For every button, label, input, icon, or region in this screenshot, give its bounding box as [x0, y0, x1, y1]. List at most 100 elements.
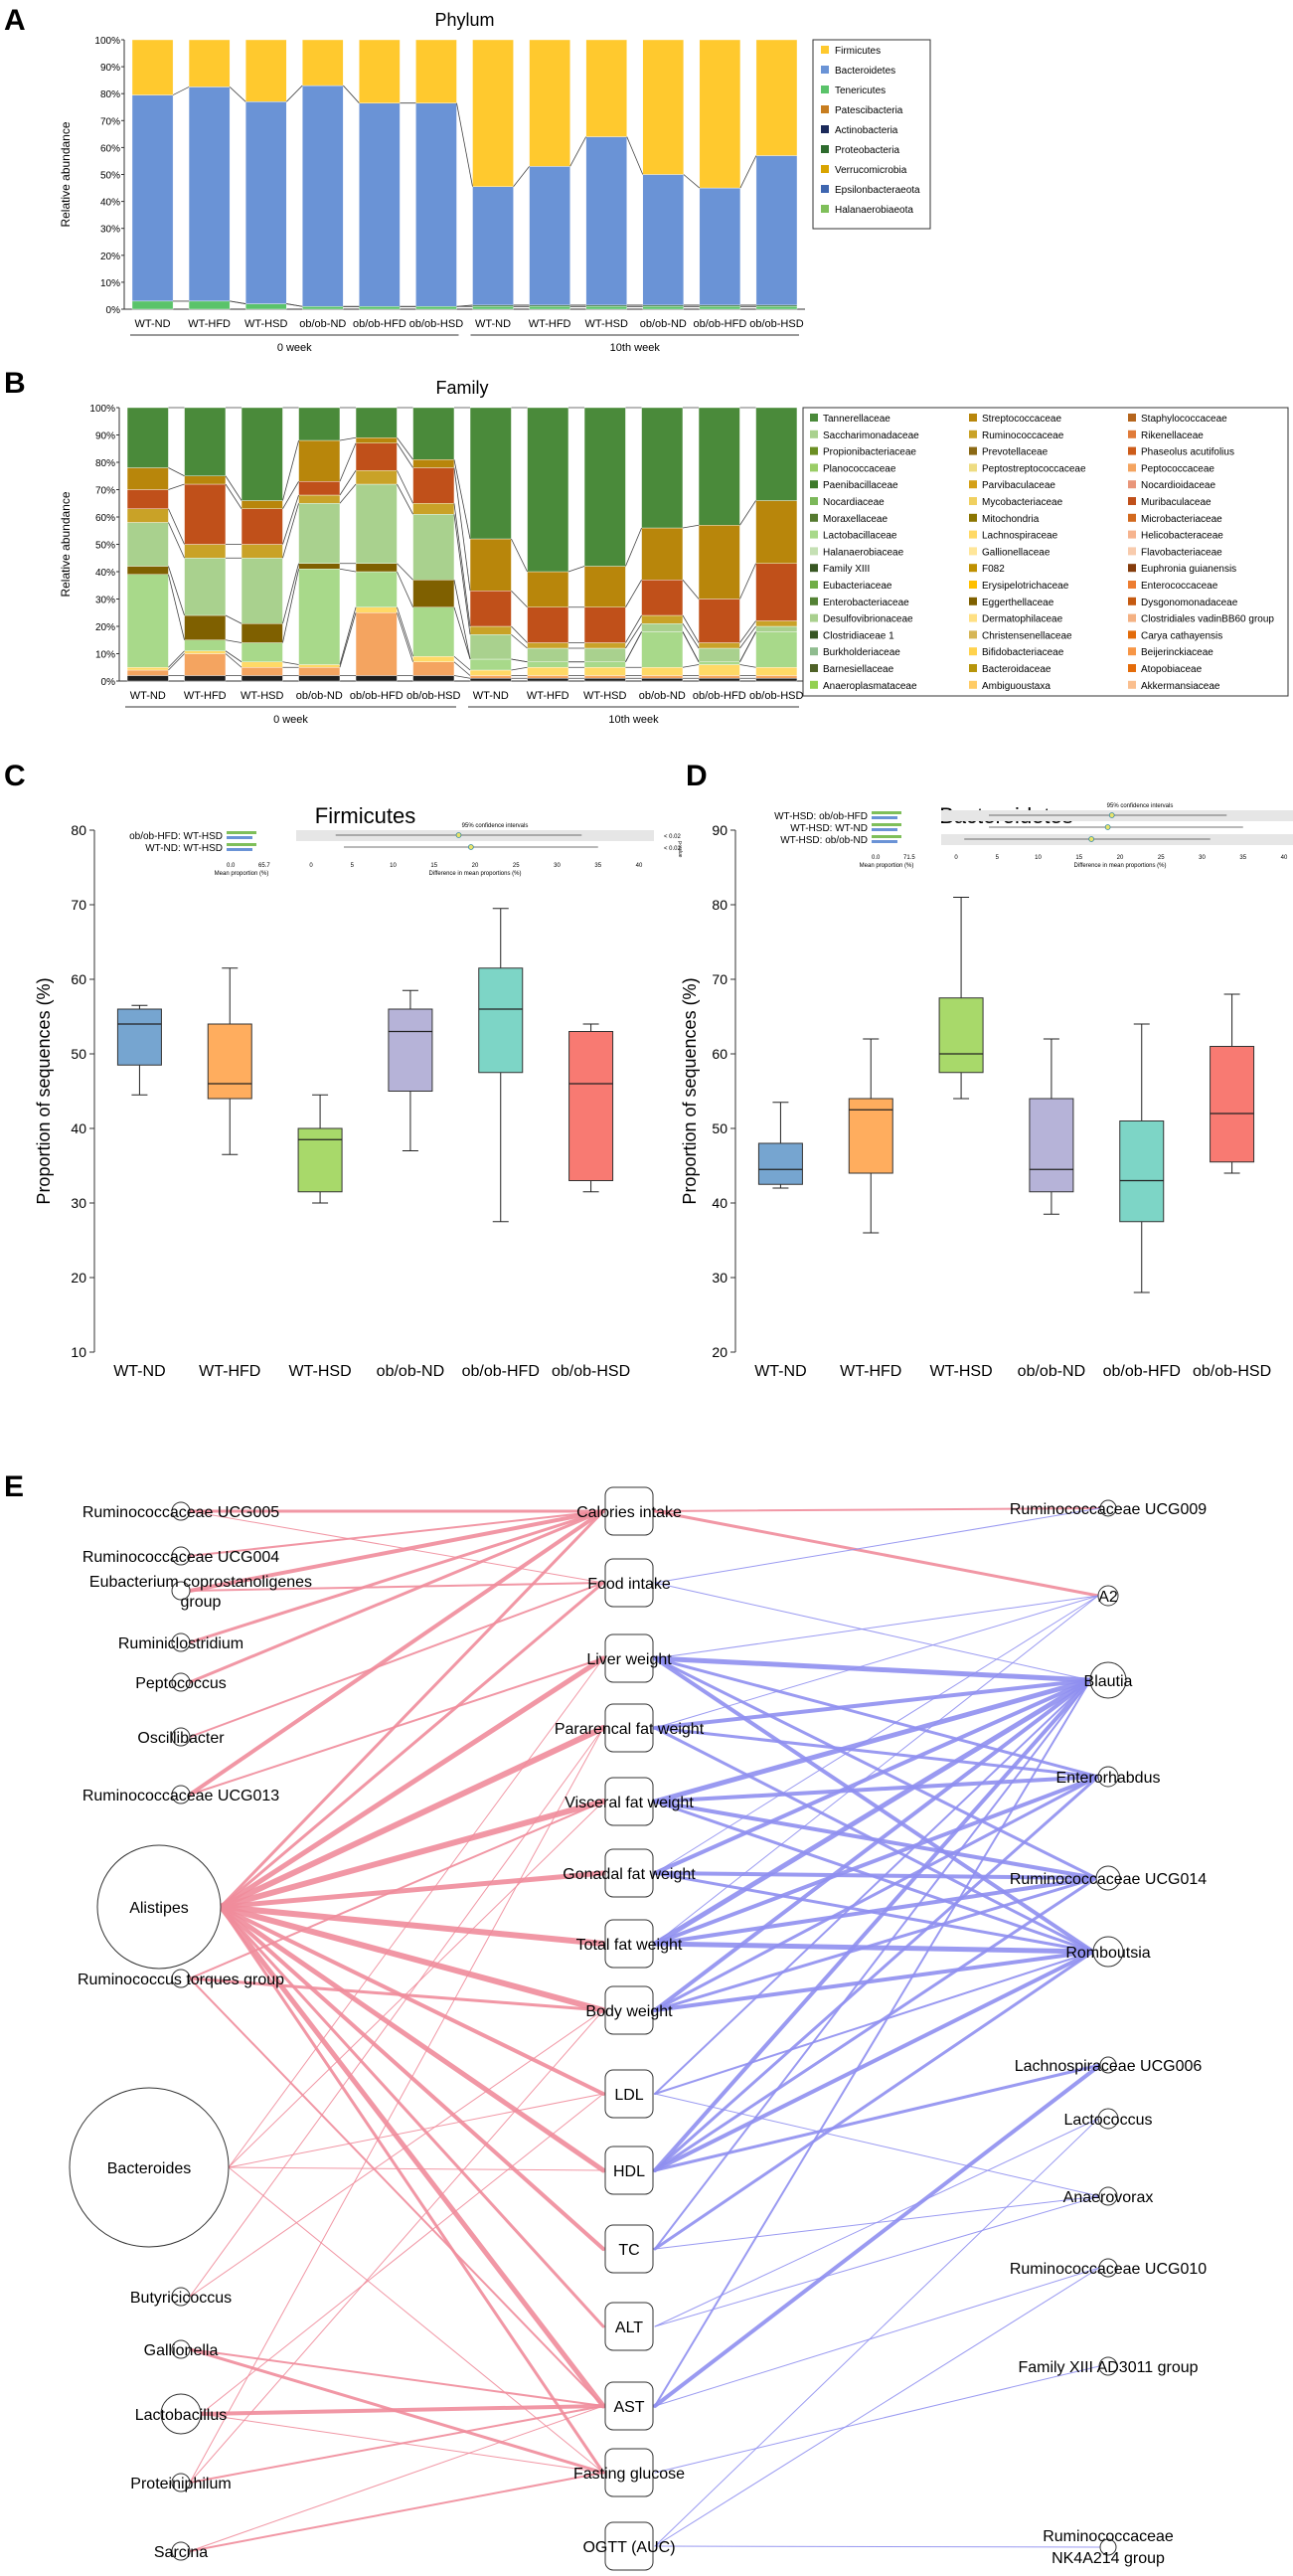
bar-segment — [126, 574, 169, 668]
inset-bar — [227, 831, 256, 834]
inset-row-label: WT-HSD: WT-ND — [790, 823, 868, 834]
node-label: A2 — [1098, 1589, 1118, 1606]
stack-connector — [282, 481, 299, 509]
edge-negative — [652, 1677, 1093, 1804]
inset-bar — [872, 816, 897, 819]
stack-connector — [739, 625, 756, 649]
stack-connector — [225, 483, 242, 509]
legend-swatch — [810, 497, 818, 505]
network-node-genus — [171, 2473, 191, 2492]
bar-segment — [469, 678, 512, 682]
node-label: Ruminococcaceae UCG010 — [1010, 2261, 1207, 2278]
edge-negative — [654, 1507, 1101, 1584]
bar-segment — [244, 303, 287, 310]
bar-segment — [126, 508, 169, 523]
legend-swatch — [810, 547, 818, 556]
bar-segment — [527, 678, 569, 682]
inset-row-label: WT-ND: WT-HSD — [145, 843, 223, 854]
legend-label: Ruminococcaceae — [982, 430, 1064, 441]
inset-diff-point — [1088, 836, 1095, 842]
legend-label: Eubacteriaceae — [823, 581, 892, 592]
bar-segment — [412, 407, 455, 460]
group-label: 10th week — [608, 714, 659, 726]
x-tick-label: ob/ob-ND — [640, 318, 687, 330]
legend-label: Verrucomicrobia — [835, 165, 907, 176]
edge-positive — [188, 1509, 605, 1797]
edge-negative — [653, 1726, 1100, 1779]
y-tick-label: 0% — [101, 677, 116, 688]
bar-segment — [585, 39, 627, 137]
x-tick-label: WT-HFD — [184, 690, 227, 702]
stack-connector — [339, 470, 357, 496]
legend-swatch — [821, 145, 829, 153]
network-node-genus — [1099, 2056, 1117, 2074]
bar-segment — [527, 647, 569, 662]
y-tick-label: 20% — [95, 622, 115, 633]
legend-swatch — [821, 205, 829, 213]
edge-positive — [218, 1904, 606, 2173]
bar-segment — [527, 675, 569, 679]
legend-box — [812, 39, 931, 230]
bar-segment — [241, 544, 283, 559]
bar-segment — [527, 667, 569, 676]
x-tick-label: WT-HSD — [930, 1363, 993, 1380]
network-node-phenotype — [604, 1848, 654, 1898]
legend-swatch — [810, 581, 818, 589]
bar-segment — [699, 187, 741, 306]
network-node-phenotype — [604, 1777, 654, 1826]
bar-segment — [355, 571, 398, 607]
network-node-genus — [171, 1501, 191, 1521]
stack-connector — [682, 579, 700, 600]
stack-connector — [511, 538, 528, 573]
bar-segment — [355, 563, 398, 573]
inset-right-tick: 20 — [1117, 855, 1124, 861]
bar-segment — [642, 39, 685, 175]
edge-negative — [654, 1679, 1091, 2407]
network-node-genus — [1089, 1661, 1127, 1699]
legend-swatch — [810, 664, 818, 672]
legend-swatch — [1128, 530, 1136, 539]
network-node-phenotype — [604, 1919, 654, 1969]
legend-label: Family XIII — [823, 564, 870, 575]
bar-segment — [469, 407, 512, 540]
stack-connector — [453, 514, 471, 635]
legend-label: Epsilonbacteraeota — [835, 185, 920, 196]
bar-segment — [184, 483, 227, 545]
bar-segment — [642, 304, 685, 307]
box — [1210, 1046, 1255, 1163]
inset-p-value: < 0.02 — [664, 846, 682, 852]
network-node-phenotype — [604, 1558, 654, 1608]
x-tick-label: ob/ob-HFD — [350, 690, 404, 702]
bar-segment — [355, 470, 398, 485]
network-node-genus — [1098, 2258, 1118, 2278]
panel-label-D: D — [686, 760, 708, 792]
x-tick-label: ob/ob-HSD — [749, 318, 803, 330]
node-label: Romboutsia — [1065, 1945, 1150, 1962]
network-node-genus — [171, 1969, 191, 1988]
bar-segment — [527, 661, 569, 668]
y-tick-label: 40 — [71, 1120, 86, 1136]
legend-label: Tannerellaceae — [823, 414, 890, 425]
x-tick-label: WT-ND — [113, 1363, 165, 1380]
legend-label: Carya cathayensis — [1141, 630, 1222, 641]
bar-segment — [529, 306, 570, 310]
y-tick-label: 30% — [100, 225, 120, 236]
node-label: TC — [618, 2242, 639, 2259]
bar-segment — [241, 500, 283, 509]
bar-segment — [698, 647, 740, 662]
bar-segment — [469, 634, 512, 660]
node-label: Ruminococcaceae UCG014 — [1010, 1871, 1207, 1888]
inset-p-value: < 0.02 — [664, 834, 682, 840]
bar-segment — [698, 407, 740, 526]
bar-segment — [585, 306, 627, 310]
legend-swatch — [810, 630, 818, 639]
legend-label: Desulfovibrionaceae — [823, 614, 913, 625]
chart-title: Firmicutes — [315, 803, 415, 828]
stack-connector — [339, 612, 357, 668]
bar-segment — [415, 39, 457, 103]
edge-negative — [653, 1800, 1098, 1880]
group-label: 0 week — [277, 342, 312, 354]
bar-segment — [126, 489, 169, 509]
legend-label: Mitochondria — [982, 514, 1040, 525]
edge-negative — [653, 1950, 1095, 2012]
